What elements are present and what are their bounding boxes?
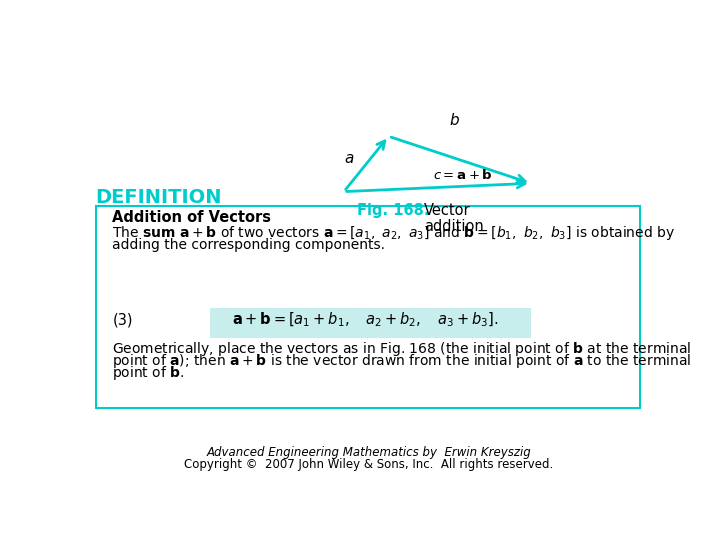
Text: Geometrically, place the vectors as in Fig. 168 (the initial point of $\mathbf{b: Geometrically, place the vectors as in F… [112, 340, 692, 357]
Text: addition: addition [423, 219, 483, 234]
FancyBboxPatch shape [210, 308, 531, 339]
Text: Vector: Vector [423, 204, 470, 218]
Text: Addition of Vectors: Addition of Vectors [112, 210, 271, 225]
Text: adding the corresponding components.: adding the corresponding components. [112, 238, 385, 252]
Text: Advanced Engineering Mathematics by  Erwin Kreyszig: Advanced Engineering Mathematics by Erwi… [207, 447, 531, 460]
Text: b: b [450, 113, 459, 128]
Text: $c = \mathbf{a} + \mathbf{b}$: $c = \mathbf{a} + \mathbf{b}$ [433, 168, 493, 182]
Text: point of $\mathbf{a}$); then $\mathbf{a} + \mathbf{b}$ is the vector drawn from : point of $\mathbf{a}$); then $\mathbf{a}… [112, 352, 692, 370]
Text: a: a [344, 151, 354, 166]
Text: point of $\mathbf{b}$.: point of $\mathbf{b}$. [112, 364, 185, 382]
Text: Fig. 168.: Fig. 168. [356, 204, 429, 218]
Text: DEFINITION: DEFINITION [96, 188, 222, 207]
Text: $\mathbf{a} + \mathbf{b} = [a_1 + b_1,\quad a_2 + b_2,\quad a_3 + b_3].$: $\mathbf{a} + \mathbf{b} = [a_1 + b_1,\q… [233, 310, 499, 329]
Text: (3): (3) [112, 312, 132, 327]
Text: Copyright ©  2007 John Wiley & Sons, Inc.  All rights reserved.: Copyright © 2007 John Wiley & Sons, Inc.… [184, 458, 554, 471]
FancyBboxPatch shape [96, 206, 639, 408]
Text: The $\mathbf{sum}\ \mathbf{a} + \mathbf{b}$ of two vectors $\mathbf{a} = [a_1,\ : The $\mathbf{sum}\ \mathbf{a} + \mathbf{… [112, 224, 675, 241]
